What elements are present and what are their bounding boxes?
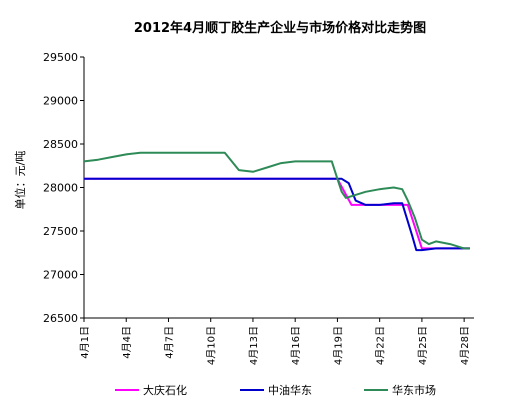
x-tick-label: 4月1日 — [79, 326, 91, 359]
x-tick-label: 4月13日 — [248, 326, 260, 365]
y-tick-label: 28500 — [43, 138, 78, 151]
legend-label: 中油华东 — [268, 383, 312, 397]
x-tick-label: 4月28日 — [459, 326, 471, 365]
x-tick-label: 4月22日 — [375, 326, 387, 365]
series-line-2 — [83, 151, 470, 250]
y-tick-label: 28000 — [43, 182, 78, 195]
legend-label: 大庆石化 — [143, 383, 187, 397]
x-tick-label: 4月16日 — [290, 326, 302, 365]
series-lines — [83, 151, 470, 252]
chart-title: 2012年4月顺丁胶生产企业与市场价格对比走势图 — [134, 20, 426, 36]
y-axis-label: 单位：元/吨 — [13, 151, 27, 210]
y-tick-label: 27000 — [43, 269, 78, 282]
x-tick-label: 4月7日 — [163, 326, 175, 359]
x-tick-label: 4月19日 — [332, 326, 344, 365]
legend: 大庆石化 中油华东 华东市场 — [115, 383, 436, 397]
y-tick-label: 29000 — [43, 95, 78, 108]
x-tick-label: 4月4日 — [121, 326, 133, 359]
y-tick-label: 29500 — [43, 51, 78, 64]
legend-label: 华东市场 — [392, 383, 436, 397]
x-tick-label: 4月10日 — [206, 326, 218, 365]
x-tick-label: 4月25日 — [417, 326, 429, 365]
y-tick-label: 27500 — [43, 225, 78, 238]
y-tick-label: 26500 — [43, 312, 78, 325]
